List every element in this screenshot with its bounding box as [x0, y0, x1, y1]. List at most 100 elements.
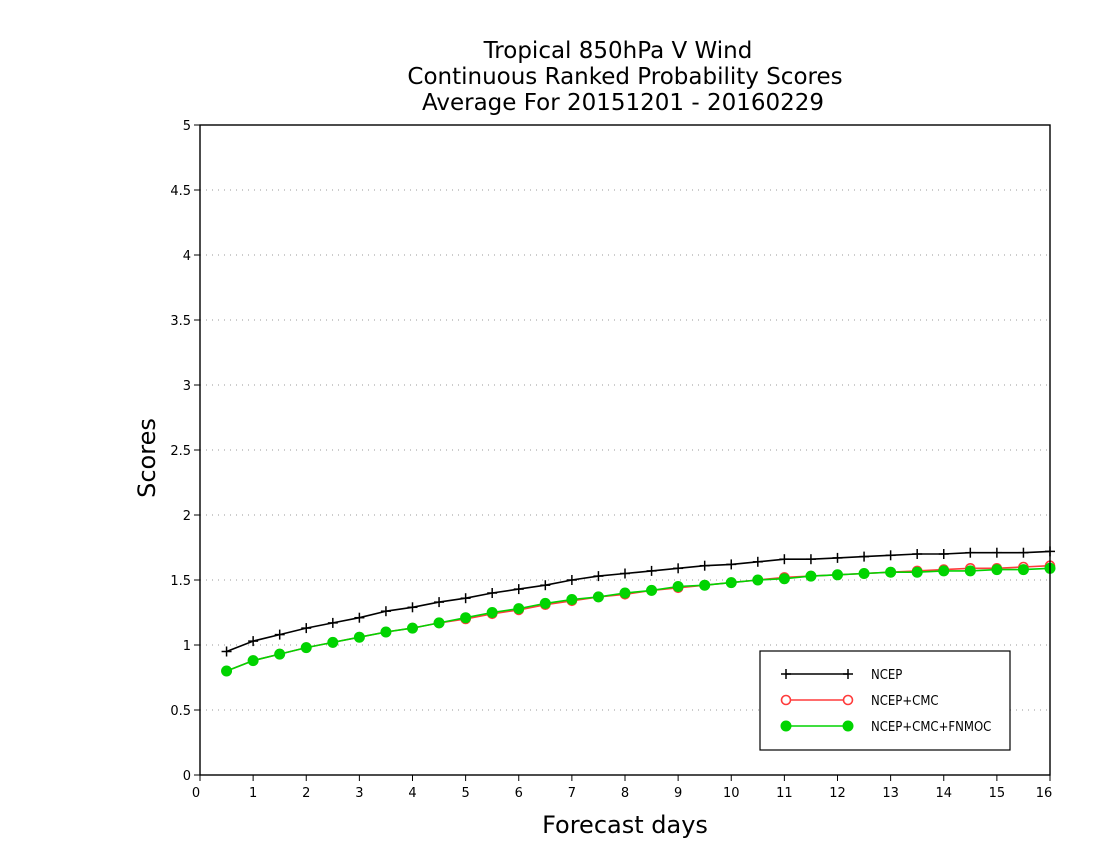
data-point	[752, 556, 763, 567]
data-point	[434, 597, 445, 608]
data-point	[407, 622, 418, 634]
data-point	[221, 646, 232, 657]
data-point	[247, 655, 259, 667]
data-point	[752, 574, 764, 586]
y-tick-label: 0.5	[170, 704, 191, 719]
data-point	[593, 571, 604, 582]
legend: NCEP NCEP+CMC NCEP+CMC+FNMOC	[759, 650, 1011, 751]
legend-marker	[780, 720, 792, 732]
data-point	[805, 554, 816, 565]
data-point	[327, 636, 339, 648]
data-point	[539, 597, 551, 609]
x-tick-label: 12	[829, 786, 846, 801]
y-tick-label: 4.5	[170, 184, 191, 199]
data-point	[832, 552, 843, 563]
series-layer	[221, 546, 1056, 677]
y-tick-label: 3.5	[170, 314, 191, 329]
data-point	[619, 587, 631, 599]
x-tick-label: 0	[192, 786, 200, 801]
x-tick-label: 5	[461, 786, 469, 801]
data-point	[965, 547, 976, 558]
series-0	[221, 546, 1055, 657]
legend-label: NCEP+CMC	[871, 694, 939, 709]
data-point	[646, 565, 657, 576]
x-tick-label: 6	[515, 786, 523, 801]
series-2	[221, 562, 1056, 677]
chart-title-line-3: Average For 20151201 - 20160229	[422, 90, 824, 116]
chart-title: Tropical 850hPa V Wind Continuous Ranked…	[407, 38, 842, 116]
x-tick-label: 4	[408, 786, 416, 801]
data-point	[353, 631, 365, 643]
data-point	[354, 612, 365, 623]
data-point	[805, 570, 817, 582]
y-tick-label: 4	[183, 249, 191, 264]
series-line	[226, 550, 1051, 653]
data-point	[274, 629, 285, 640]
data-point	[300, 642, 312, 654]
x-tick-label: 9	[674, 786, 682, 801]
data-point	[301, 623, 312, 634]
data-point	[380, 606, 391, 617]
data-point	[858, 568, 870, 579]
data-point	[487, 588, 498, 598]
data-point	[221, 665, 233, 677]
axis-ticks: 00.511.522.533.544.550 1 2 3 4 5 6 7 8 9 10 11 12 13 1…	[170, 119, 1052, 801]
grid-lines	[200, 189, 1050, 711]
data-point	[699, 579, 711, 591]
chart-title-line-2: Continuous Ranked Probability Scores	[407, 64, 842, 90]
x-tick-label: 2	[302, 786, 310, 801]
x-tick-label: 1	[249, 786, 257, 801]
data-point	[274, 648, 286, 660]
legend-entry: NCEP+CMC	[780, 694, 939, 709]
data-point	[726, 559, 737, 570]
data-point	[327, 617, 338, 628]
chart-title-line-1: Tropical 850hPa V Wind	[483, 38, 753, 64]
x-tick-label: 15	[989, 786, 1006, 801]
data-point	[486, 607, 498, 618]
data-point	[779, 554, 790, 565]
y-tick-label: 1	[183, 639, 191, 654]
y-axis-label: Scores	[133, 418, 161, 498]
data-point	[460, 612, 472, 624]
x-tick-label: 7	[568, 786, 576, 801]
data-point	[646, 584, 658, 596]
data-point	[832, 569, 843, 581]
x-tick-label: 13	[882, 786, 899, 801]
data-point	[513, 603, 525, 615]
x-tick-label: 3	[355, 786, 363, 801]
data-point	[566, 575, 577, 585]
y-tick-label: 2	[183, 509, 191, 524]
x-axis-label: Forecast days	[542, 811, 708, 839]
legend-marker	[843, 669, 853, 679]
x-tick-label: 16	[1036, 786, 1053, 801]
data-point	[407, 602, 418, 613]
y-tick-label: 5	[183, 119, 191, 134]
data-point	[885, 566, 897, 578]
data-point	[513, 584, 524, 595]
data-point	[620, 568, 630, 579]
x-tick-label: 8	[621, 786, 629, 801]
data-point	[460, 593, 471, 604]
data-point	[433, 617, 445, 629]
data-point	[725, 577, 737, 589]
data-point	[991, 564, 1003, 576]
data-point	[672, 581, 684, 592]
data-point	[566, 594, 578, 605]
legend-marker	[780, 694, 792, 706]
y-tick-label: 1.5	[170, 574, 191, 589]
data-point	[699, 560, 710, 571]
data-point	[885, 550, 896, 561]
plot-frame	[199, 124, 1051, 776]
y-tick-label: 0	[183, 769, 191, 784]
y-tick-label: 3	[183, 379, 191, 394]
data-point	[938, 549, 949, 559]
data-point	[964, 565, 976, 577]
data-point	[673, 563, 684, 574]
data-point	[1017, 564, 1029, 576]
y-tick-label: 2.5	[170, 444, 191, 459]
data-point	[592, 591, 604, 603]
data-point	[778, 573, 790, 585]
data-point	[540, 580, 551, 591]
x-tick-label: 11	[776, 786, 793, 801]
